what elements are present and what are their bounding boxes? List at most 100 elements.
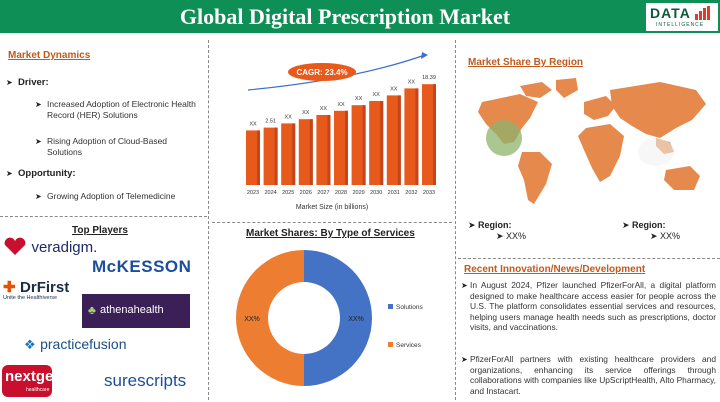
- region-bullet-icon: ➤: [496, 231, 507, 241]
- cagr-badge: [288, 63, 356, 81]
- driver-bullet-icon: ➤: [6, 78, 13, 87]
- bar-data-label: XX: [373, 92, 381, 98]
- header-bar: Global Digital Prescription Market DATA …: [0, 0, 720, 33]
- bar: [369, 101, 384, 185]
- opportunity-item: Growing Adoption of Telemedicine: [47, 191, 176, 201]
- world-map: [478, 78, 706, 204]
- x-tick-label: 2024: [264, 190, 276, 196]
- slice-data-label: XX%: [244, 316, 260, 323]
- bar-shade: [362, 105, 366, 185]
- x-tick-label: 2033: [423, 190, 435, 196]
- bar-shade: [397, 95, 401, 185]
- drfirst-logo: ✚ DrFirst Unite the Healthiverse: [3, 279, 70, 301]
- bar: [422, 84, 436, 185]
- bar-data-label: 2.51: [265, 119, 276, 125]
- region-highlight-asia: [638, 138, 674, 166]
- logo-bars-icon: [695, 6, 715, 20]
- logo-text: DATA: [650, 5, 691, 21]
- bar-data-label: XX: [337, 102, 345, 108]
- athena-leaf-icon: ♣: [88, 303, 96, 317]
- bar-shade: [380, 101, 384, 185]
- region-title: Market Share By Region: [468, 57, 584, 68]
- bar-shade: [345, 110, 348, 185]
- logo-subtext: INTELLIGENCE: [656, 22, 705, 28]
- practicefusion-icon: ❖: [24, 337, 36, 352]
- slice-data-label: XX%: [348, 316, 364, 323]
- x-tick-label: 2027: [317, 190, 329, 196]
- divider-left-vertical: [208, 40, 209, 400]
- region-bullet-icon: ➤: [650, 231, 661, 241]
- divider-right-vertical: [455, 40, 456, 400]
- bar: [281, 123, 296, 185]
- bar-shade: [433, 84, 436, 185]
- bar-shade: [257, 130, 260, 185]
- services-chart-title: Market Shares: By Type of Services: [246, 228, 415, 239]
- x-tick-label: 2031: [388, 190, 400, 196]
- bar: [404, 88, 419, 185]
- x-tick-label: 2025: [282, 190, 294, 196]
- driver-item-bullet-icon: ➤: [35, 100, 42, 109]
- bar-shade: [415, 88, 419, 185]
- market-dynamics-title: Market Dynamics: [8, 50, 91, 61]
- drfirst-icon: ✚: [3, 279, 16, 296]
- page-title: Global Digital Prescription Market: [179, 4, 511, 29]
- donut-slice: [236, 250, 304, 386]
- x-axis-label: Market Size (in billions): [296, 204, 368, 211]
- opportunity-item-bullet-icon: ➤: [35, 192, 42, 201]
- region-value: ➤ XX%: [650, 231, 681, 241]
- cagr-arrow-head-icon: [421, 52, 428, 59]
- driver-item-bullet-icon: ➤: [35, 137, 42, 146]
- news-title: Recent Innovation/News/Development: [464, 264, 646, 275]
- bar-data-label: 18.39: [422, 75, 436, 81]
- surescripts-logo: surescripts: [104, 371, 187, 390]
- bar-shade: [327, 115, 331, 185]
- x-tick-label: 2026: [300, 190, 312, 196]
- services-donut-chart: XX% XX% Solutions Services: [236, 250, 423, 386]
- region-bullet-icon: ➤: [622, 220, 633, 230]
- bar: [386, 95, 401, 185]
- legend-swatch: [388, 342, 393, 347]
- bar-data-label: XX: [355, 96, 363, 102]
- bar: [334, 110, 348, 185]
- bar-data-label: XX: [320, 106, 328, 112]
- divider-center-mid: [212, 222, 452, 223]
- top-players-title: Top Players: [72, 225, 128, 236]
- x-tick-label: 2029: [352, 190, 364, 196]
- athenahealth-logo: ♣ athenahealth: [82, 294, 190, 328]
- nextgen-logo: nextgen healthcare: [2, 365, 63, 397]
- donut-slice: [304, 250, 372, 386]
- legend-label: Solutions: [396, 304, 423, 311]
- news-bullet-icon: ➤: [461, 281, 468, 290]
- divider-left-mid: [0, 216, 207, 217]
- bar-data-label: XX: [285, 114, 293, 120]
- divider-right-mid: [458, 258, 720, 259]
- bar-data-label: XX: [390, 86, 398, 92]
- practicefusion-logo: ❖ practicefusion: [24, 336, 127, 352]
- region-item: ➤ Region:: [622, 220, 666, 230]
- bar: [298, 119, 313, 185]
- bar-shade: [274, 127, 278, 185]
- opportunity-label: Opportunity:: [18, 168, 76, 179]
- x-tick-label: 2032: [405, 190, 417, 196]
- bar: [246, 130, 260, 185]
- mckesson-logo: McKESSON: [92, 257, 198, 281]
- bar: [263, 127, 278, 185]
- news-item: PfizerForAll partners with existing heal…: [470, 354, 716, 396]
- bar-shade: [292, 123, 296, 185]
- veradigm-icon: [4, 237, 26, 255]
- bar-data-label: XX: [249, 121, 257, 127]
- bar-shade: [309, 119, 313, 185]
- legend-swatch: [388, 304, 393, 309]
- region-bullet-icon: ➤: [468, 220, 479, 230]
- region-highlight-north-america: [486, 120, 522, 156]
- bar-data-label: XX: [408, 79, 416, 85]
- bar: [316, 115, 331, 185]
- bar: [351, 105, 366, 185]
- driver-item: Rising Adoption of Cloud-Based Solutions: [47, 136, 168, 157]
- logo: DATA INTELLIGENCE: [646, 3, 718, 31]
- x-tick-label: 2030: [370, 190, 382, 196]
- bar-data-label: XX: [302, 110, 310, 116]
- legend-label: Services: [396, 342, 422, 349]
- news-item: In August 2024, Pfizer launched PfizerFo…: [470, 280, 716, 333]
- opportunity-bullet-icon: ➤: [6, 169, 13, 178]
